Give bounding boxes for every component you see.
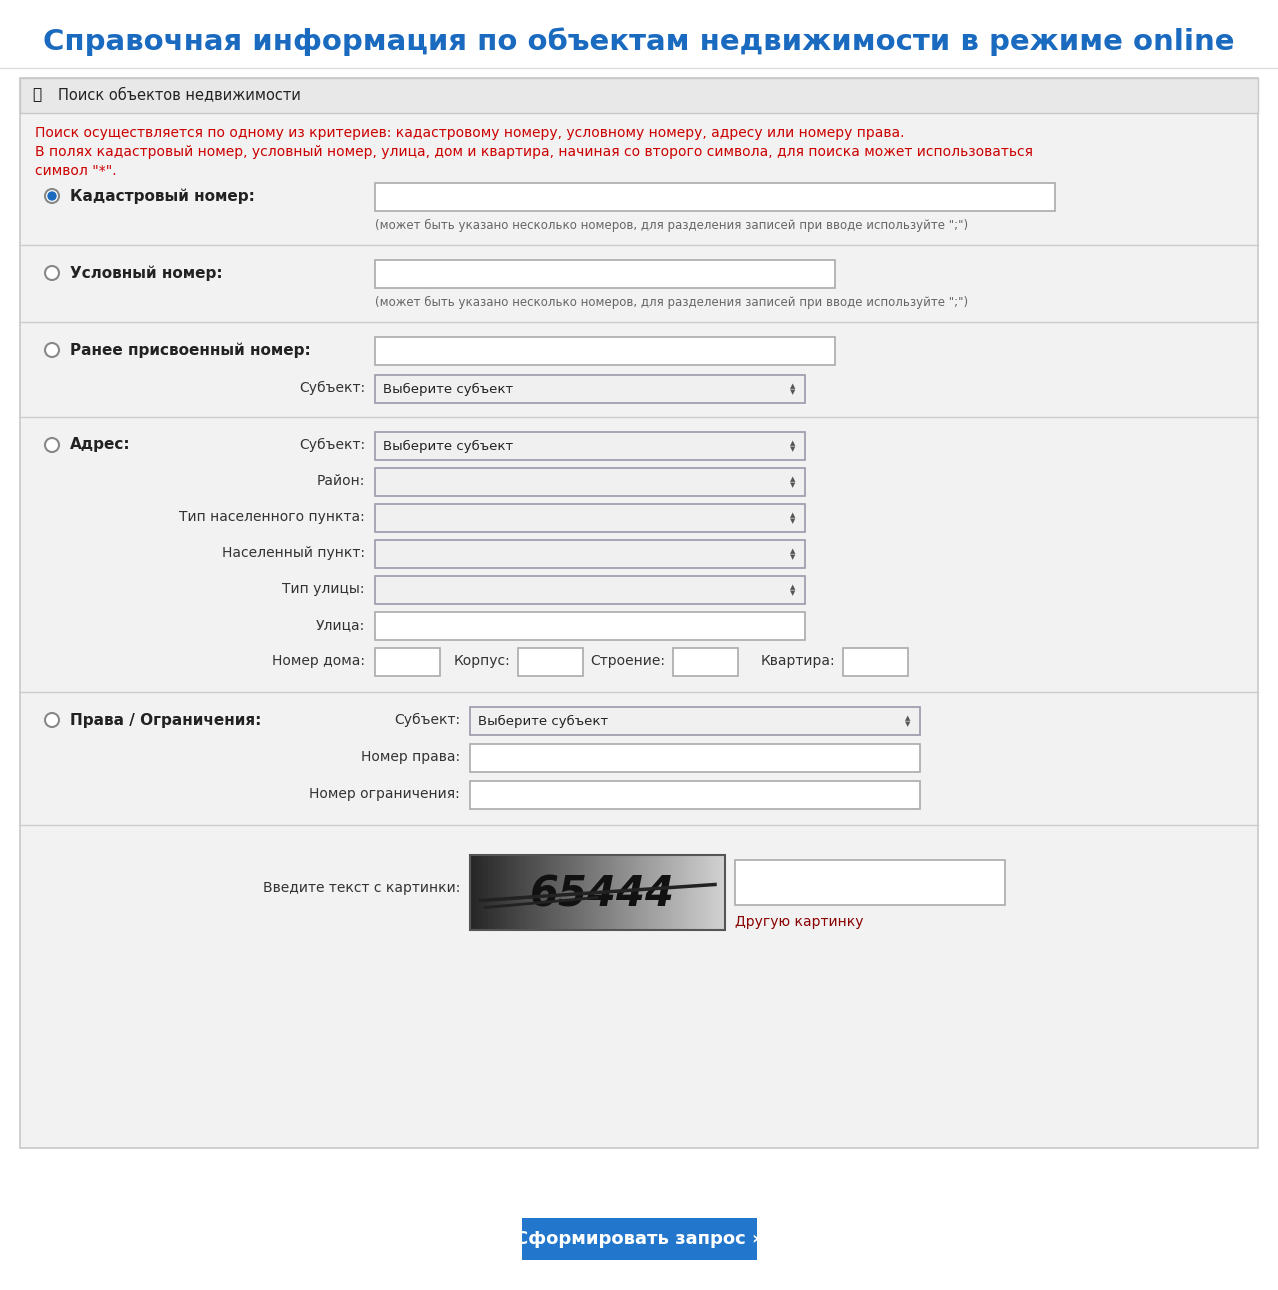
Text: ▼: ▼ [790,519,796,524]
Bar [20,77,1258,1148]
Text: Введите текст с картинки:: Введите текст с картинки: [262,881,460,895]
Circle shape [45,190,59,203]
Text: Номер права:: Номер права: [360,749,460,764]
Text: ▲: ▲ [790,440,796,446]
Text: Тип улицы:: Тип улицы: [282,582,366,596]
Text: Улица:: Улица: [316,618,366,632]
Bar [735,860,1005,906]
Text: Корпус:: Корпус: [454,654,510,668]
Text: Адрес:: Адрес: [70,437,130,453]
Bar [374,261,835,288]
Text: В полях кадастровый номер, условный номер, улица, дом и квартира, начиная со вто: В полях кадастровый номер, условный номе… [35,144,1033,159]
Text: ▼: ▼ [790,590,796,596]
Text: ▼: ▼ [790,553,796,560]
Text: ▲: ▲ [790,476,796,482]
Circle shape [45,266,59,280]
Text: Квартира:: Квартира: [760,654,835,668]
Text: Справочная информация по объектам недвижимости в режиме online: Справочная информация по объектам недвиж… [43,27,1235,57]
Text: ▲: ▲ [790,383,796,390]
Bar [374,541,805,568]
Text: ▼: ▼ [905,721,911,728]
Text: Поиск осуществляется по одному из критериев: кадастровому номеру, условному номе: Поиск осуществляется по одному из критер… [35,126,905,141]
Text: Строение:: Строение: [590,654,665,668]
Bar [518,648,583,676]
Text: Выберите субъект: Выберите субъект [478,715,608,728]
Circle shape [45,713,59,728]
Text: Другую картинку: Другую картинку [735,915,864,929]
Bar [374,648,440,676]
Text: (может быть указано несколько номеров, для разделения записей при вводе использу: (может быть указано несколько номеров, д… [374,219,969,232]
Circle shape [45,439,59,451]
Bar [374,183,1056,212]
Text: Выберите субъект: Выберите субъект [383,382,514,396]
Text: Кадастровый номер:: Кадастровый номер: [70,188,254,204]
Text: Субъект:: Субъект: [299,437,366,451]
Bar [843,648,907,676]
Text: Сформировать запрос »: Сформировать запрос » [515,1229,763,1247]
Text: ▲: ▲ [790,584,796,590]
Text: Поиск объектов недвижимости: Поиск объектов недвижимости [58,88,300,102]
Bar [470,744,920,771]
Bar [374,468,805,495]
Text: Ранее присвоенный номер:: Ранее присвоенный номер: [70,342,311,357]
Text: Условный номер:: Условный номер: [70,266,222,281]
Bar [374,611,805,640]
Circle shape [45,343,59,357]
Text: Выберите субъект: Выберите субъект [383,440,514,453]
Bar [470,707,920,735]
Bar [470,780,920,809]
Text: Населенный пункт:: Населенный пункт: [222,546,366,560]
Text: Номер дома:: Номер дома: [272,654,366,668]
Bar [20,77,1258,114]
Bar [374,577,805,604]
Text: Район:: Район: [317,473,366,488]
Text: ▲: ▲ [790,548,796,553]
Text: Субъект:: Субъект: [394,713,460,728]
Text: 🔒: 🔒 [32,88,41,102]
Text: Номер ограничения:: Номер ограничения: [309,787,460,801]
Text: Тип населенного пункта:: Тип населенного пункта: [179,510,366,524]
Bar [674,648,737,676]
Bar [374,375,805,402]
Text: ▲: ▲ [790,512,796,519]
Text: символ "*".: символ "*". [35,164,116,178]
Bar [374,504,805,531]
Text: ▼: ▼ [790,446,796,452]
Text: ▼: ▼ [790,482,796,488]
Bar [374,337,835,365]
Text: (может быть указано несколько номеров, для разделения записей при вводе использу: (может быть указано несколько номеров, д… [374,295,969,310]
Bar [521,1218,757,1260]
Bar [374,432,805,461]
Bar [470,855,725,930]
Text: Субъект:: Субъект: [299,381,366,395]
Text: Права / Ограничения:: Права / Ограничения: [70,712,262,728]
Text: ▲: ▲ [905,715,911,721]
Text: 65444: 65444 [530,873,675,916]
Text: ▼: ▼ [790,390,796,395]
Circle shape [49,192,56,200]
